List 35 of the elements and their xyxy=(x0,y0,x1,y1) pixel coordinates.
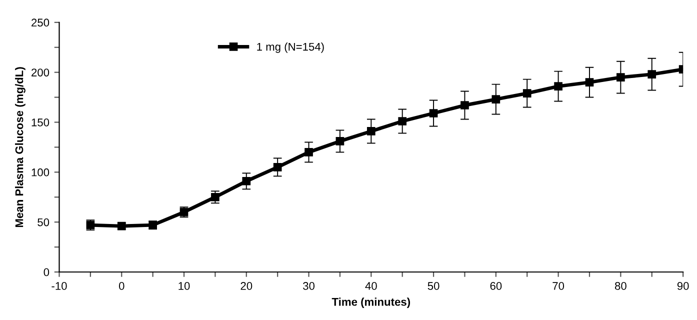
x-tick-label: 40 xyxy=(365,282,377,290)
x-tick-label: 30 xyxy=(303,282,315,290)
point xyxy=(336,137,344,146)
point xyxy=(616,73,625,82)
x-tick-label: 20 xyxy=(240,282,252,290)
y-tick-label: 250 xyxy=(32,18,50,27)
point xyxy=(242,176,251,186)
point xyxy=(492,95,500,104)
y-tick-label: 0 xyxy=(44,268,50,276)
x-tick-label: 90 xyxy=(677,282,689,290)
y-tick-label: 100 xyxy=(32,168,50,176)
point xyxy=(554,82,562,90)
point xyxy=(429,109,438,118)
point xyxy=(366,127,376,136)
x-tick-label: 0 xyxy=(118,282,124,290)
point xyxy=(304,148,313,156)
x-tick-label: 80 xyxy=(614,282,626,290)
point xyxy=(398,117,407,126)
point xyxy=(648,70,656,78)
x-tick-label: 70 xyxy=(552,282,564,290)
y-tick-label: 150 xyxy=(32,118,50,126)
point xyxy=(273,163,282,172)
legend-label: 1 mg (N=154) xyxy=(257,42,324,53)
y-tick-label: 200 xyxy=(32,68,50,76)
x-tick-label: -10 xyxy=(52,282,67,290)
point xyxy=(211,192,220,202)
y-tick-label: 50 xyxy=(38,218,50,226)
point xyxy=(585,78,594,86)
point xyxy=(460,101,469,110)
x-tick-label: 60 xyxy=(490,282,502,290)
x-tick-label: 10 xyxy=(178,282,190,290)
y-axis-title: Mean Plasma Glucose (mg/dL) xyxy=(15,67,26,228)
point xyxy=(522,89,532,98)
x-tick-label: 50 xyxy=(428,282,440,290)
x-axis-title: Time (minutes) xyxy=(332,298,410,308)
